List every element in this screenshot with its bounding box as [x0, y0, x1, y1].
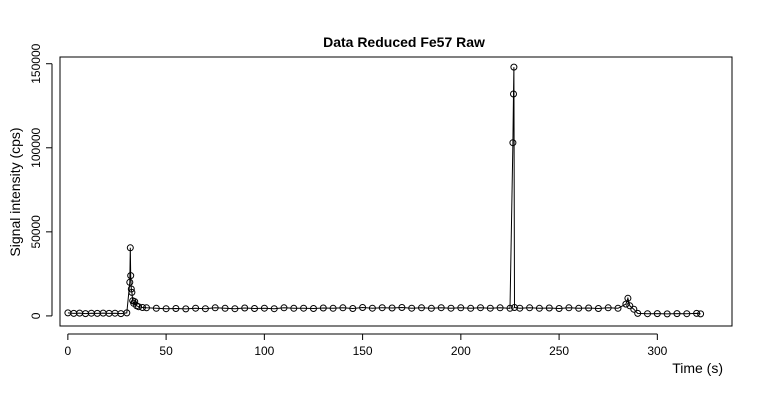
data-point: [594, 305, 602, 312]
data-point: [604, 304, 612, 312]
data-point: [644, 310, 651, 318]
data-point: [221, 304, 229, 312]
data-point: [457, 304, 465, 312]
data-point: [511, 304, 518, 311]
data-point: [241, 304, 249, 312]
data-point: [172, 305, 180, 312]
data-point: [139, 304, 146, 311]
data-point: [143, 304, 150, 312]
data-point: [565, 304, 573, 312]
data-point: [368, 304, 376, 312]
data-point: [509, 139, 517, 147]
data-point: [152, 304, 160, 312]
data-point: [634, 309, 642, 317]
data-point: [477, 304, 484, 312]
y-axis-label: Signal intensity (cps): [7, 127, 23, 256]
data-point: [329, 304, 337, 312]
data-point: [630, 305, 638, 313]
x-tick-label: 150: [353, 344, 373, 358]
x-tick-label: 0: [65, 344, 72, 358]
y-axis: 0 50000 100000 150000: [29, 43, 53, 319]
chart-title: Data Reduced Fe57 Raw: [323, 34, 485, 50]
data-point: [653, 310, 661, 318]
data-point: [126, 244, 134, 252]
data-point: [496, 304, 504, 312]
data-point: [663, 310, 671, 318]
data-point: [486, 304, 494, 312]
y-tick-label: 50000: [29, 215, 43, 249]
data-point: [201, 305, 209, 313]
data-point: [526, 304, 534, 312]
data-point: [693, 309, 701, 317]
data-point: [211, 304, 219, 312]
data-point: [585, 304, 593, 312]
data-point: [378, 304, 386, 312]
y-tick-label: 0: [29, 312, 43, 319]
x-tick-label: 50: [159, 344, 173, 358]
data-point: [319, 304, 327, 312]
data-point: [127, 285, 135, 293]
data-point: [270, 305, 278, 313]
x-tick-label: 200: [451, 344, 471, 358]
x-tick-label: 250: [549, 344, 569, 358]
data-point: [673, 310, 681, 318]
data-point: [126, 278, 134, 286]
data-point: [128, 288, 136, 296]
data-point: [516, 304, 524, 312]
data-point: [408, 304, 416, 312]
data-point: [388, 304, 396, 312]
data-point: [300, 304, 308, 312]
data-point: [182, 305, 190, 313]
data-point: [398, 304, 406, 311]
data-point: [506, 304, 514, 312]
x-tick-label: 300: [647, 344, 667, 358]
data-point: [614, 304, 622, 312]
data-point: [260, 304, 268, 312]
data-point: [135, 303, 143, 311]
data-point: [467, 304, 475, 312]
data-point: [418, 304, 425, 312]
data-point: [624, 294, 632, 302]
data-point: [510, 90, 517, 98]
data-point: [339, 304, 347, 312]
data-point: [290, 304, 298, 312]
data-point: [697, 310, 705, 318]
data-point: [310, 305, 317, 312]
y-tick-label: 150000: [29, 43, 43, 83]
data-point: [555, 305, 563, 312]
data-point: [575, 304, 583, 312]
data-point: [131, 298, 139, 306]
data-point: [123, 309, 131, 317]
data-point: [683, 310, 691, 318]
x-axis: 0 50 100 150 200 250 300: [65, 333, 668, 358]
data-point: [162, 305, 170, 313]
data-point: [359, 304, 367, 311]
data-point: [510, 63, 518, 71]
data-point: [626, 302, 634, 310]
data-point: [427, 304, 435, 312]
series-line: [67, 67, 701, 315]
data-point: [447, 304, 455, 312]
data-point: [251, 305, 258, 312]
data-point: [231, 305, 239, 313]
plot-frame: [59, 56, 733, 327]
y-tick-label: 100000: [29, 127, 43, 167]
x-tick-label: 100: [254, 344, 274, 358]
data-point: [127, 272, 135, 280]
data-point: [192, 304, 200, 312]
data-point: [437, 304, 445, 312]
data-point: [280, 304, 288, 312]
data-point: [545, 304, 553, 312]
data-point: [349, 305, 357, 312]
series-points: [64, 63, 705, 318]
data-point: [535, 304, 543, 312]
x-axis-label: Time (s): [672, 360, 723, 376]
